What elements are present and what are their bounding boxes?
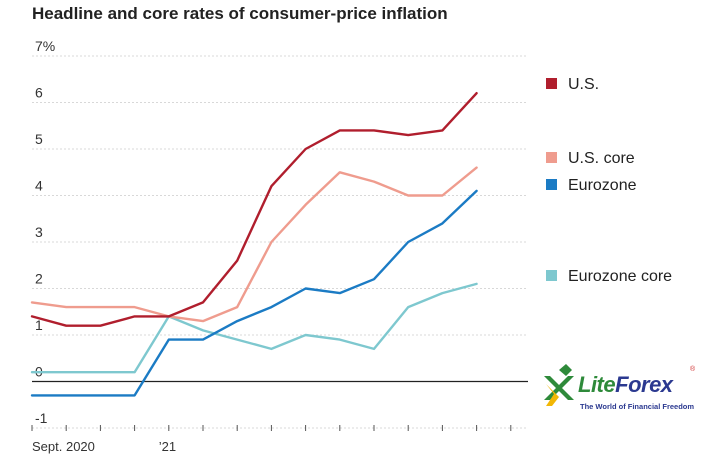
- grid-lines: [32, 55, 528, 429]
- x-tick-label: Sept. 2020: [32, 439, 95, 454]
- legend-swatch: [546, 152, 557, 163]
- chart-title: Headline and core rates of consumer-pric…: [32, 4, 448, 23]
- series-line-u-s-core: [30, 166, 478, 323]
- series-line-u-s: [30, 91, 478, 327]
- x-axis-ticks: Sept. 2020 ’21: [31, 425, 512, 454]
- logo-tagline: The World of Financial Freedom: [580, 402, 695, 411]
- y-tick-label: 3: [35, 224, 43, 240]
- y-tick-label: 7%: [35, 38, 55, 54]
- liteforex-watermark: LiteForex ® The World of Financial Freed…: [540, 362, 715, 422]
- liteforex-logo-icon: [544, 364, 574, 406]
- series-line-eurozone-core: [30, 282, 478, 374]
- y-tick-label: 5: [35, 131, 43, 147]
- y-tick-label: 1: [35, 317, 43, 333]
- y-tick-label: 2: [35, 271, 43, 287]
- series-lines: [30, 91, 478, 397]
- y-tick-label: 6: [35, 85, 43, 101]
- legend-swatch: [546, 78, 557, 89]
- registered-mark: ®: [690, 366, 696, 373]
- legend-label: U.S. core: [568, 150, 635, 167]
- legend-label: U.S.: [568, 76, 599, 93]
- logo-text-forex: Forex: [615, 372, 673, 397]
- logo-text-lite: Lite: [578, 372, 616, 397]
- legend: U.S. U.S. core Eurozone Eurozone core: [546, 76, 672, 285]
- series-line-eurozone: [30, 189, 478, 397]
- x-tick-label: ’21: [159, 439, 176, 454]
- legend-swatch: [546, 179, 557, 190]
- legend-swatch: [546, 270, 557, 281]
- y-tick-label: 4: [35, 178, 43, 194]
- liteforex-logo-text: LiteForex: [578, 372, 673, 398]
- legend-label: Eurozone: [568, 177, 637, 194]
- legend-label: Eurozone core: [568, 268, 672, 285]
- y-tick-label: -1: [35, 410, 48, 426]
